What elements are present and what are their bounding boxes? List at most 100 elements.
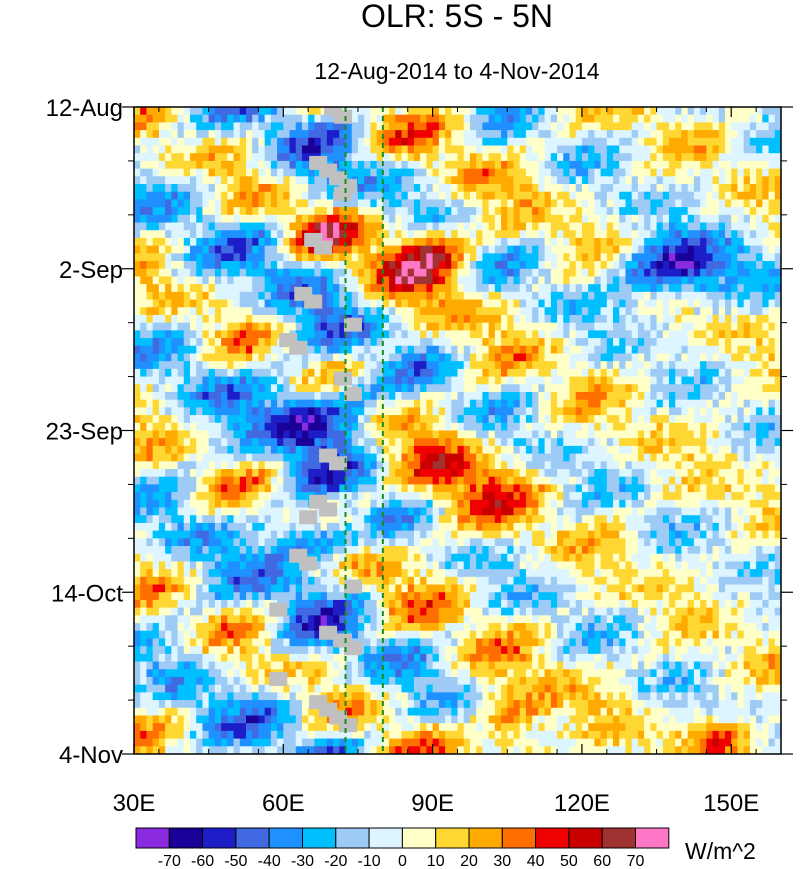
field-cell xyxy=(581,430,589,439)
field-cell xyxy=(488,137,496,147)
field-cell xyxy=(140,261,148,270)
field-cell xyxy=(196,122,204,131)
field-cell xyxy=(152,368,160,378)
field-cell xyxy=(718,214,726,224)
field-cell xyxy=(183,222,191,231)
field-cell xyxy=(233,453,241,462)
field-cell xyxy=(289,353,297,362)
field-cell xyxy=(700,207,707,216)
field-cell xyxy=(469,184,477,193)
field-cell xyxy=(140,314,148,324)
field-cell xyxy=(606,160,614,170)
field-cell xyxy=(581,338,589,347)
field-cell xyxy=(613,245,620,254)
field-cell xyxy=(333,214,340,224)
field-cell xyxy=(202,469,210,478)
field-cell xyxy=(594,191,602,201)
field-cell xyxy=(339,407,347,416)
field-cell xyxy=(326,253,334,262)
field-cell xyxy=(519,230,527,239)
field-cell xyxy=(239,176,247,185)
field-cell xyxy=(675,430,683,439)
field-cell xyxy=(563,299,571,308)
field-cell xyxy=(532,345,539,355)
field-cell xyxy=(308,191,316,201)
field-cell xyxy=(718,253,726,262)
field-cell xyxy=(588,345,595,355)
field-cell xyxy=(525,137,533,147)
field-cell xyxy=(644,114,651,123)
field-cell xyxy=(445,438,452,447)
field-cell xyxy=(407,330,415,339)
field-cell xyxy=(725,391,732,401)
field-cell xyxy=(718,291,726,301)
field-cell xyxy=(774,268,781,278)
field-cell xyxy=(146,176,154,185)
field-cell xyxy=(687,191,695,201)
field-cell xyxy=(445,230,452,239)
field-cell xyxy=(606,199,614,208)
field-cell xyxy=(693,438,701,447)
field-cell xyxy=(445,391,452,401)
field-cell xyxy=(221,168,228,177)
field-cell xyxy=(233,145,241,154)
field-cell xyxy=(277,176,284,185)
field-cell xyxy=(712,422,720,432)
field-cell xyxy=(650,338,658,347)
field-cell xyxy=(345,153,353,162)
field-cell xyxy=(252,391,260,401)
field-cell xyxy=(457,299,465,308)
field-cell xyxy=(277,407,284,416)
field-cell xyxy=(277,376,284,385)
field-cell xyxy=(208,407,216,416)
field-cell xyxy=(513,284,521,293)
field-cell xyxy=(538,160,546,170)
field-cell xyxy=(177,284,185,293)
field-cell xyxy=(258,345,266,355)
field-cell xyxy=(426,368,434,378)
field-cell xyxy=(756,322,763,331)
field-cell xyxy=(451,184,459,193)
field-cell xyxy=(532,107,539,116)
field-cell xyxy=(426,415,434,424)
field-cell xyxy=(501,445,508,455)
field-cell xyxy=(401,430,409,439)
field-cell xyxy=(301,184,309,193)
field-cell xyxy=(631,399,639,408)
field-cell xyxy=(619,368,627,378)
field-cell xyxy=(451,130,459,139)
field-cell xyxy=(326,145,334,154)
field-cell xyxy=(743,284,751,293)
field-cell xyxy=(420,199,427,208)
field-cell xyxy=(171,415,179,424)
field-cell xyxy=(557,284,564,293)
field-cell xyxy=(749,160,757,170)
field-cell xyxy=(308,114,316,123)
field-cell xyxy=(389,222,396,231)
field-cell xyxy=(513,176,521,185)
field-cell xyxy=(395,345,403,355)
field-cell xyxy=(221,368,228,378)
field-cell xyxy=(457,222,465,231)
field-cell xyxy=(239,353,247,362)
field-cell xyxy=(693,214,701,224)
field-cell xyxy=(283,407,291,416)
field-cell xyxy=(451,291,459,301)
field-cell xyxy=(438,230,446,239)
field-cell xyxy=(581,245,589,254)
field-cell xyxy=(613,415,620,424)
field-cell xyxy=(413,345,421,355)
field-cell xyxy=(613,391,620,401)
field-cell xyxy=(357,307,365,316)
field-cell xyxy=(594,345,602,355)
field-cell xyxy=(140,453,148,462)
field-cell xyxy=(600,114,608,123)
field-cell xyxy=(637,291,645,301)
field-cell xyxy=(476,191,483,201)
field-cell xyxy=(445,422,452,432)
field-cell xyxy=(295,422,303,432)
field-cell xyxy=(538,253,546,262)
field-cell xyxy=(165,322,172,331)
field-cell xyxy=(258,245,266,254)
field-cell xyxy=(382,168,390,177)
